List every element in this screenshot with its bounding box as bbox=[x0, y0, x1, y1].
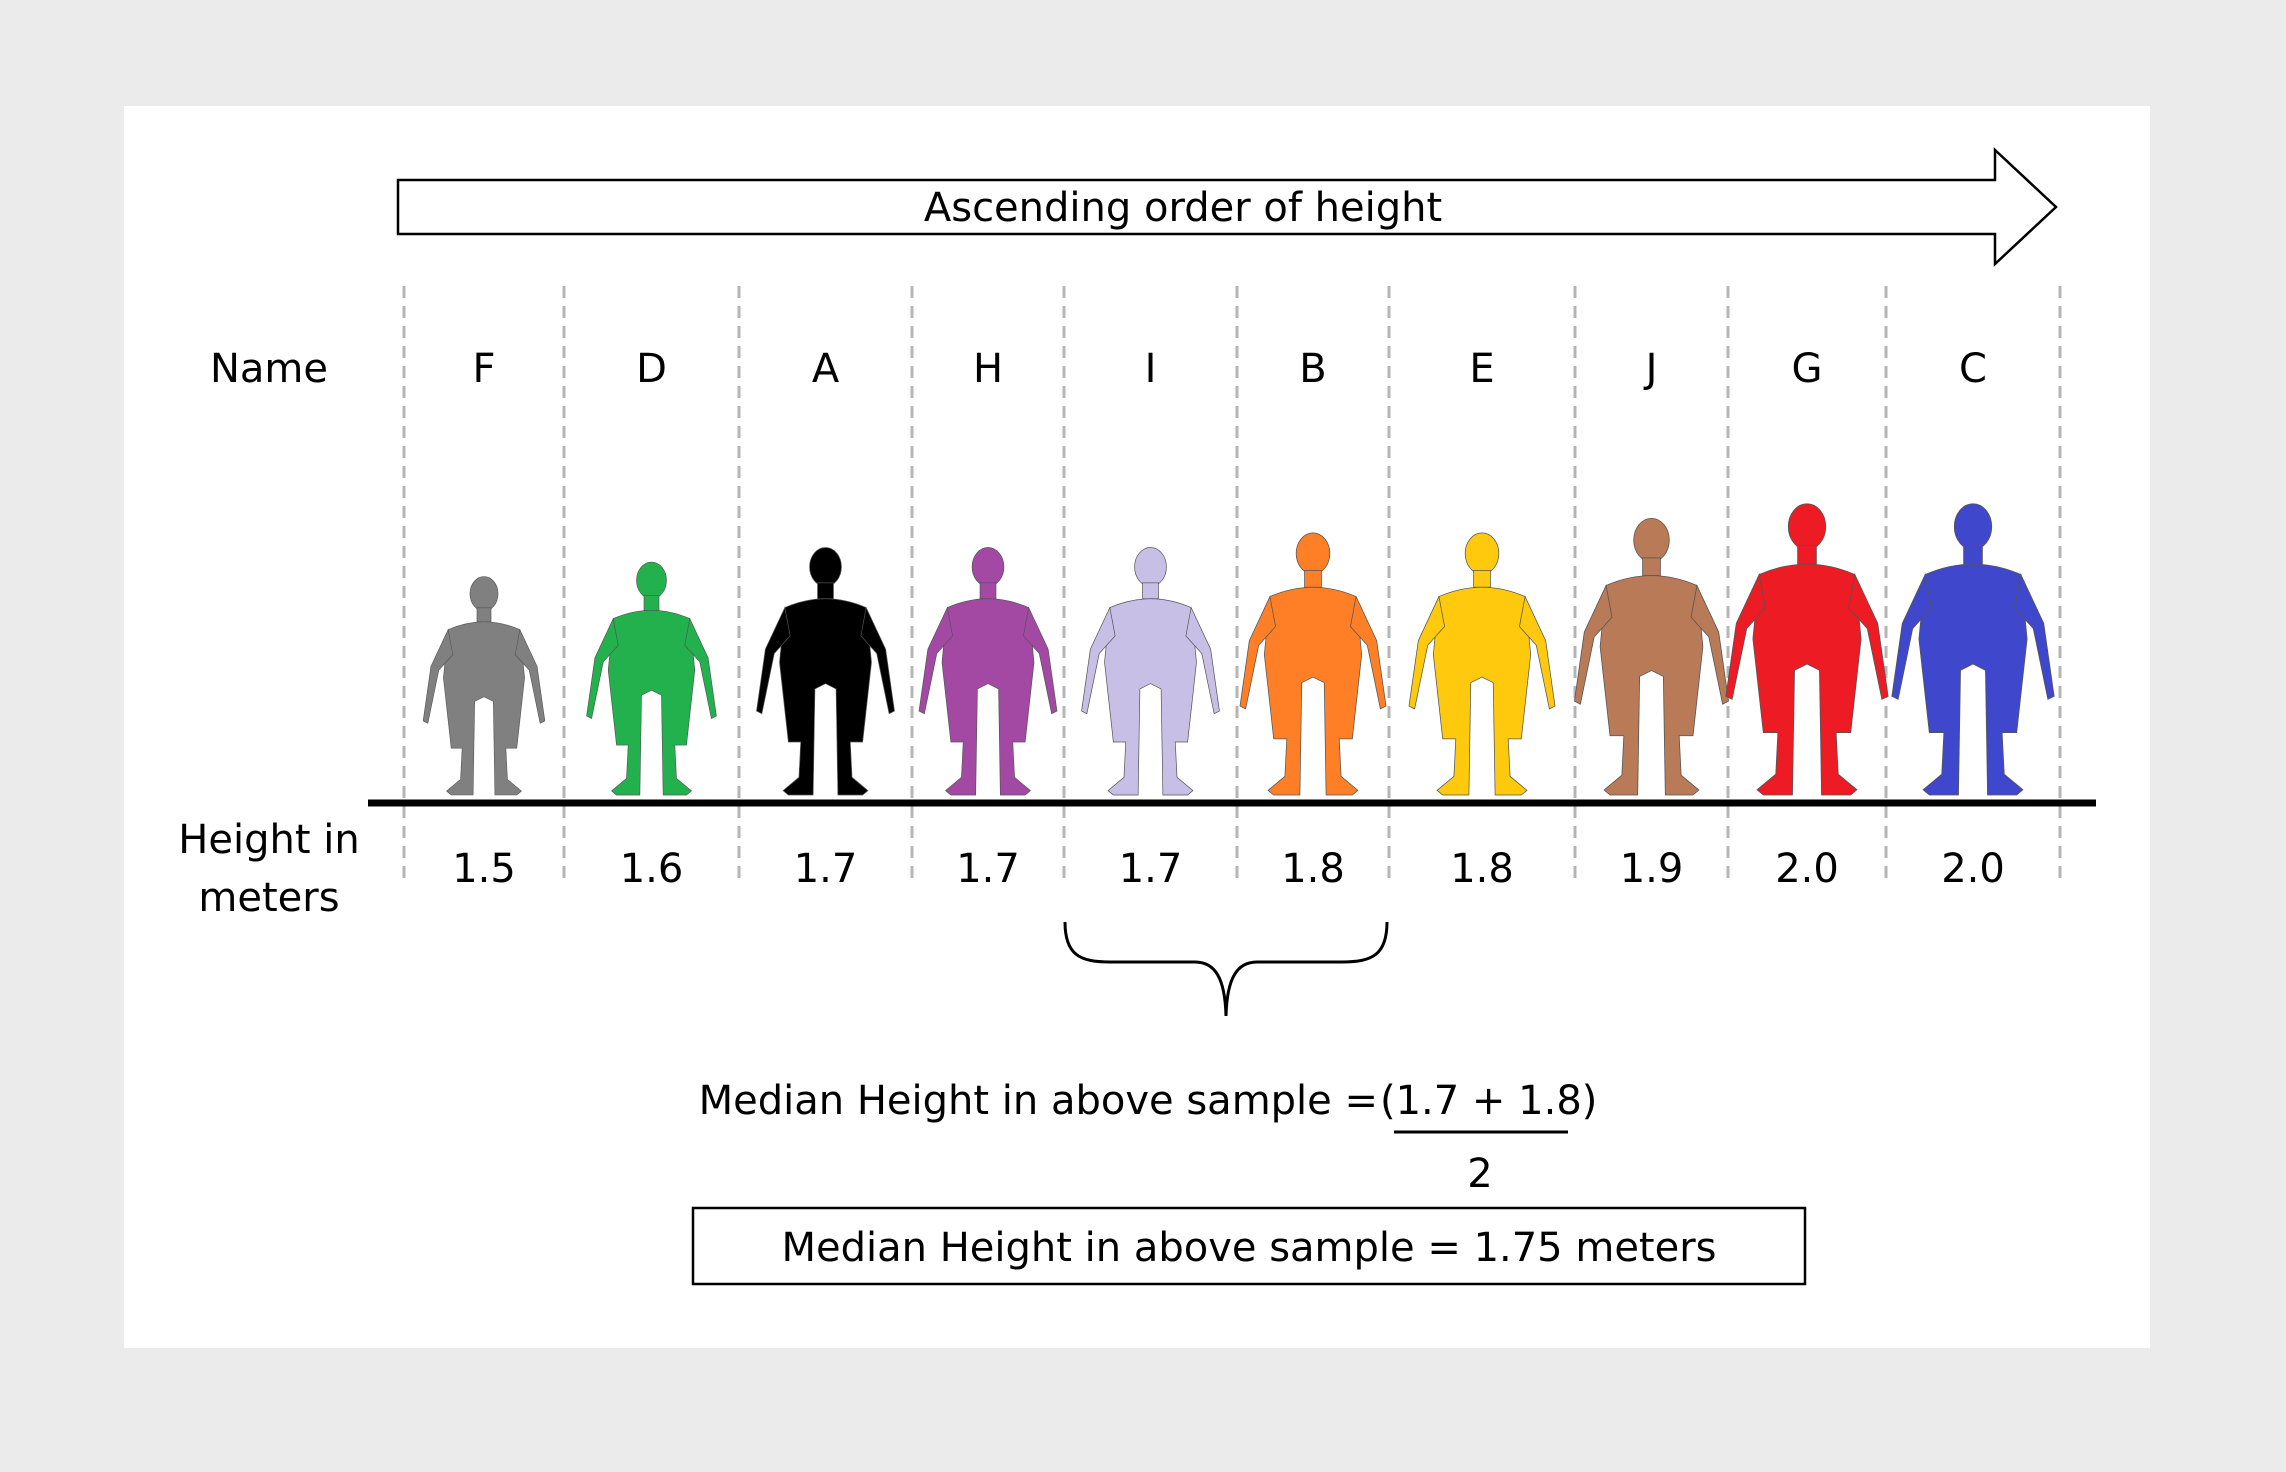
person-height: 1.9 bbox=[1620, 846, 1684, 892]
ascending-order-arrow: Ascending order of height bbox=[396, 147, 2058, 267]
people-row: F 1.5 D 1.6 A 1.7 H 1.7 I 1.7 B 1.8 E 1.8 J 1.9 G 2.0 C 2.0 bbox=[422, 346, 2055, 892]
formula-numerator: (1.7 + 1.8) bbox=[1380, 1078, 1597, 1124]
person-name: H bbox=[973, 346, 1003, 392]
person-name: B bbox=[1299, 346, 1326, 392]
formula-prefix: Median Height in above sample = bbox=[699, 1078, 1378, 1124]
person-column: F 1.5 bbox=[422, 346, 546, 892]
person-name: J bbox=[1643, 346, 1658, 392]
person-name: A bbox=[812, 346, 840, 392]
person-height: 1.7 bbox=[1119, 846, 1183, 892]
formula-denominator: 2 bbox=[1467, 1151, 1492, 1197]
person-height: 1.8 bbox=[1450, 846, 1514, 892]
person-column: C 2.0 bbox=[1891, 346, 2055, 892]
person-column: E 1.8 bbox=[1408, 346, 1556, 892]
height-row-label-line2: meters bbox=[198, 875, 339, 921]
arrow-label: Ascending order of height bbox=[924, 185, 1442, 231]
person-height: 1.7 bbox=[956, 846, 1020, 892]
height-row-label-line1: Height in bbox=[178, 817, 359, 863]
person-name: F bbox=[472, 346, 495, 392]
person-name: I bbox=[1145, 346, 1157, 392]
person-height: 1.6 bbox=[620, 846, 684, 892]
median-formula: Median Height in above sample = (1.7 + 1… bbox=[699, 1078, 1598, 1197]
person-column: B 1.8 bbox=[1239, 346, 1387, 892]
person-height: 1.8 bbox=[1281, 846, 1345, 892]
person-height: 2.0 bbox=[1775, 846, 1839, 892]
person-name: G bbox=[1792, 346, 1823, 392]
median-brace bbox=[1063, 921, 1389, 1017]
person-column: D 1.6 bbox=[586, 346, 717, 892]
person-column: J 1.9 bbox=[1573, 346, 1730, 892]
name-row-label: Name bbox=[210, 346, 328, 392]
person-column: G 2.0 bbox=[1725, 346, 1889, 892]
person-column: H 1.7 bbox=[918, 346, 1058, 892]
person-height: 1.5 bbox=[452, 846, 516, 892]
person-column: I 1.7 bbox=[1081, 346, 1220, 892]
person-height: 1.7 bbox=[794, 846, 858, 892]
person-name: E bbox=[1469, 346, 1494, 392]
person-name: C bbox=[1959, 346, 1987, 392]
median-result-text: Median Height in above sample = 1.75 met… bbox=[782, 1225, 1717, 1271]
person-column: A 1.7 bbox=[756, 346, 895, 892]
median-result-box: Median Height in above sample = 1.75 met… bbox=[691, 1206, 1807, 1286]
person-name: D bbox=[636, 346, 667, 392]
person-height: 2.0 bbox=[1941, 846, 2005, 892]
